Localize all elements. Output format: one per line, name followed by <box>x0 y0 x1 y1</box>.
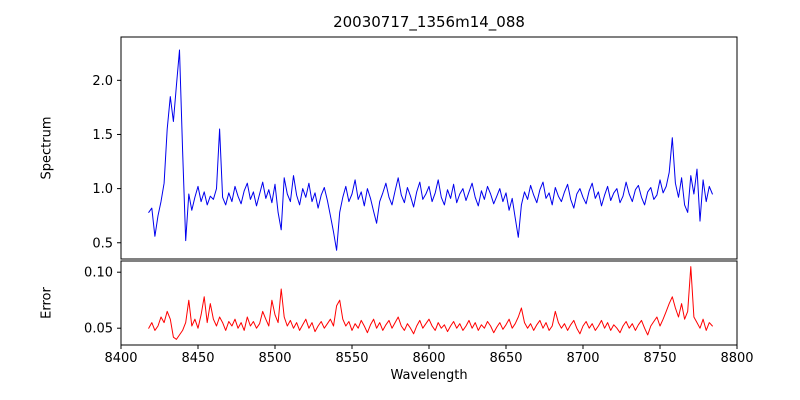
x-tick-label: 8400 <box>104 351 137 366</box>
x-tick-label: 8500 <box>258 351 291 366</box>
error-y-tick-label: 0.05 <box>84 322 113 337</box>
x-tick-label: 8450 <box>181 351 214 366</box>
error-panel-frame <box>120 260 738 346</box>
chart-title: 20030717_1356m14_088 <box>333 13 525 31</box>
spectrum-panel-frame <box>120 36 738 260</box>
x-tick-label: 8800 <box>720 351 753 366</box>
x-tick-label: 8700 <box>566 351 599 366</box>
error-line <box>148 266 713 340</box>
spectrum-y-tick-label: 2.0 <box>92 74 113 89</box>
x-tick-label: 8750 <box>643 351 676 366</box>
spectrum-y-tick-label: 0.5 <box>92 236 113 251</box>
x-tick-label: 8550 <box>335 351 368 366</box>
spectrum-line <box>148 49 713 251</box>
spectrum-y-tick-label: 1.0 <box>92 182 113 197</box>
error-y-tick-label: 0.10 <box>84 266 113 281</box>
x-axis-label: Wavelength <box>390 368 468 383</box>
spectrum-y-tick-label: 1.5 <box>92 128 113 143</box>
x-tick-label: 8650 <box>489 351 522 366</box>
x-tick-label: 8600 <box>412 351 445 366</box>
